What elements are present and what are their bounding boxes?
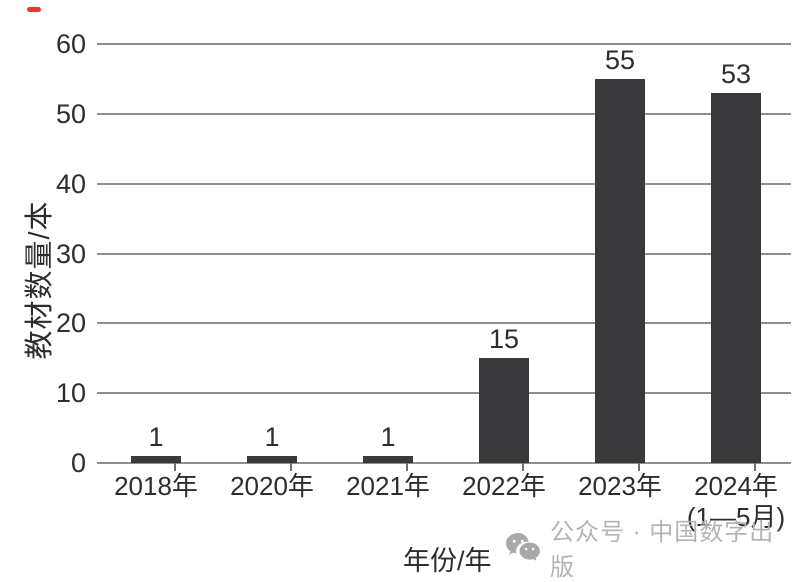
x-tick-mark [754, 463, 756, 471]
gridline [97, 112, 791, 115]
bar-value-label: 55 [604, 44, 636, 75]
x-tick-mark [522, 463, 524, 471]
x-tick-label: 2022年 [462, 471, 546, 501]
gridline [97, 182, 791, 185]
y-tick-label: 60 [55, 29, 86, 59]
y-tick-label: 0 [70, 448, 86, 478]
watermark-text: 公众号 · 中国数字出版 [549, 519, 775, 581]
bar-value-label: 1 [148, 422, 164, 453]
y-tick-label: 20 [55, 308, 86, 339]
bar-value-label: 15 [488, 324, 520, 355]
gridline [97, 43, 791, 45]
x-tick-mark [638, 463, 640, 471]
x-tick-mark [406, 463, 408, 471]
x-tick-label: 2024年 [694, 471, 778, 501]
x-tick-label: 2018年 [114, 471, 198, 501]
x-tick-label: 2021年 [346, 471, 430, 501]
bar-value-label: 1 [264, 422, 280, 453]
bar [711, 92, 761, 463]
gridline [97, 322, 791, 325]
x-tick-mark [290, 463, 292, 471]
bar [595, 78, 645, 463]
red-dash-marker [27, 7, 41, 12]
x-axis-title: 年份/年 [403, 546, 492, 576]
bar [247, 456, 297, 463]
bar [131, 456, 181, 463]
wechat-icon [505, 533, 540, 561]
y-tick-label: 30 [55, 238, 86, 269]
bar-value-label: 1 [380, 422, 396, 453]
bar [363, 456, 413, 463]
x-axis-line [97, 462, 791, 464]
gridline [97, 392, 791, 395]
y-tick-label: 10 [55, 378, 86, 409]
bar [479, 358, 529, 463]
x-tick-label: 2023年 [578, 471, 662, 501]
y-tick-label: 40 [55, 168, 86, 199]
x-tick-sublabel: (1—5月) [686, 502, 786, 532]
y-tick-label: 50 [55, 98, 86, 129]
x-tick-mark [174, 463, 176, 471]
watermark: 公众号 · 中国数字出版 [505, 519, 799, 581]
x-tick-label: 2020年 [230, 471, 314, 501]
bar-value-label: 53 [720, 58, 752, 89]
gridline [97, 252, 791, 255]
